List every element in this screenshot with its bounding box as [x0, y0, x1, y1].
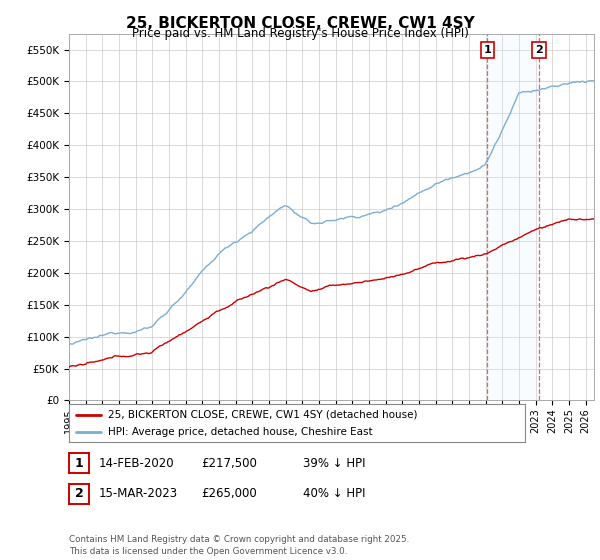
Text: HPI: Average price, detached house, Cheshire East: HPI: Average price, detached house, Ches… — [108, 427, 373, 437]
Text: £265,000: £265,000 — [201, 487, 257, 501]
Text: 1: 1 — [75, 456, 83, 470]
Text: 1: 1 — [484, 45, 491, 55]
Text: Contains HM Land Registry data © Crown copyright and database right 2025.
This d: Contains HM Land Registry data © Crown c… — [69, 535, 409, 556]
Text: 2: 2 — [535, 45, 543, 55]
Text: 25, BICKERTON CLOSE, CREWE, CW1 4SY: 25, BICKERTON CLOSE, CREWE, CW1 4SY — [125, 16, 475, 31]
Text: Price paid vs. HM Land Registry's House Price Index (HPI): Price paid vs. HM Land Registry's House … — [131, 27, 469, 40]
Text: 39% ↓ HPI: 39% ↓ HPI — [303, 456, 365, 470]
Text: 15-MAR-2023: 15-MAR-2023 — [99, 487, 178, 501]
Text: 40% ↓ HPI: 40% ↓ HPI — [303, 487, 365, 501]
Text: 25, BICKERTON CLOSE, CREWE, CW1 4SY (detached house): 25, BICKERTON CLOSE, CREWE, CW1 4SY (det… — [108, 409, 417, 419]
Text: 2: 2 — [75, 487, 83, 501]
Bar — [487, 34, 539, 400]
Text: £217,500: £217,500 — [201, 456, 257, 470]
Text: 14-FEB-2020: 14-FEB-2020 — [99, 456, 175, 470]
